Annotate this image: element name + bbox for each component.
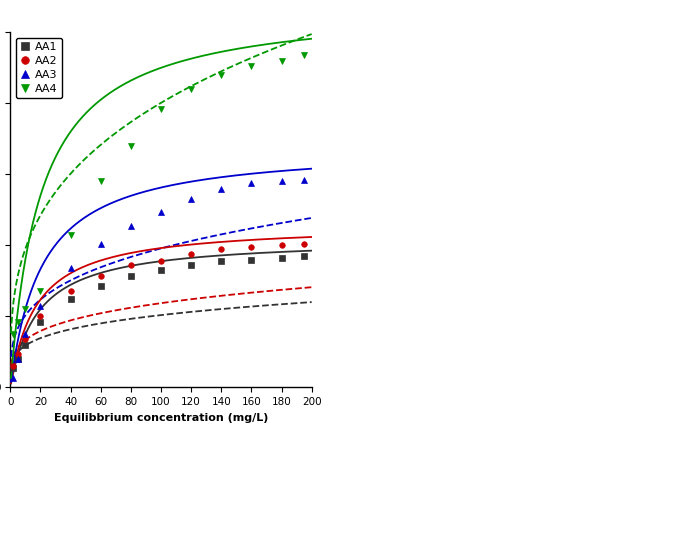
X-axis label: Equilibbrium concentration (mg/L): Equilibbrium concentration (mg/L) xyxy=(54,413,268,423)
Legend: AA1, AA2, AA3, AA4: AA1, AA2, AA3, AA4 xyxy=(16,38,62,98)
